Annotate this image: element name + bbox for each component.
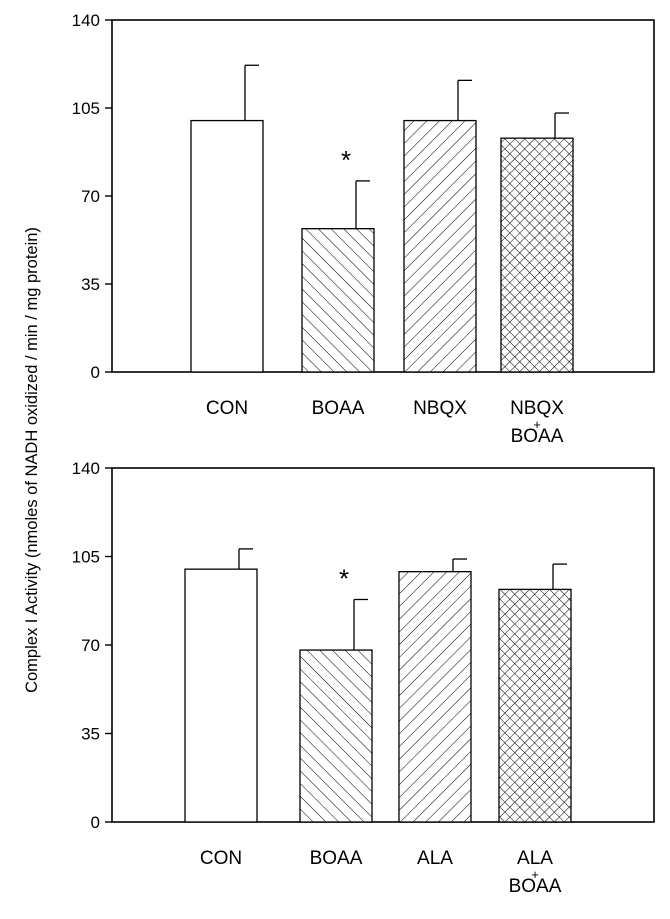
x-tick-label: NBQX (413, 398, 467, 419)
x-tick-label: BOAA (310, 848, 363, 869)
y-tick-label: 70 (81, 636, 100, 655)
y-tick-label: 140 (72, 11, 100, 30)
x-tick-label: NBQX (510, 398, 564, 419)
error-bar (353, 598, 368, 651)
x-tick-label-plus: + (531, 867, 539, 882)
bar (500, 137, 574, 373)
y-axis-label: Complex I Activity (nmoles of NADH oxidi… (23, 227, 41, 693)
error-bar (457, 79, 472, 121)
y-tick-label: 105 (72, 99, 100, 118)
x-category-label: NBQX+BOAA (510, 398, 564, 447)
x-category-label: CON (200, 848, 242, 869)
x-category-label: CON (206, 398, 248, 419)
bar (190, 119, 264, 373)
significance-marker: * (341, 145, 351, 175)
error-bar (244, 64, 259, 121)
x-tick-label: CON (200, 848, 242, 869)
x-category-label: ALA+BOAA (509, 848, 562, 897)
y-tick-label: 35 (81, 275, 100, 294)
bar (301, 228, 375, 373)
x-tick-label: BOAA (312, 398, 365, 419)
error-bar (452, 558, 467, 572)
bar (498, 588, 572, 823)
error-bar (238, 548, 253, 570)
bar (299, 649, 373, 823)
y-tick-label: 35 (81, 725, 100, 744)
error-bar (554, 112, 569, 139)
x-category-label: BOAA (312, 398, 365, 419)
x-category-label: ALA (417, 848, 453, 869)
x-tick-label: ALA (417, 848, 453, 869)
y-tick-label: 105 (72, 548, 100, 567)
x-category-label: NBQX (413, 398, 467, 419)
y-tick-label: 140 (72, 459, 100, 478)
x-category-label: BOAA (310, 848, 363, 869)
significance-marker: * (339, 563, 349, 593)
bar (398, 571, 472, 823)
x-tick-label: CON (206, 398, 248, 419)
bar (403, 119, 477, 373)
y-tick-label: 0 (91, 813, 100, 832)
x-tick-label-plus: + (533, 417, 541, 432)
y-tick-label: 0 (91, 363, 100, 382)
x-tick-label: ALA (517, 848, 553, 869)
y-tick-label: 70 (81, 187, 100, 206)
error-bar (552, 563, 567, 590)
x-tick-label-second-line: BOAA (511, 426, 564, 447)
x-tick-label-second-line: BOAA (509, 876, 562, 897)
error-bar (355, 180, 370, 229)
bar (184, 568, 258, 823)
